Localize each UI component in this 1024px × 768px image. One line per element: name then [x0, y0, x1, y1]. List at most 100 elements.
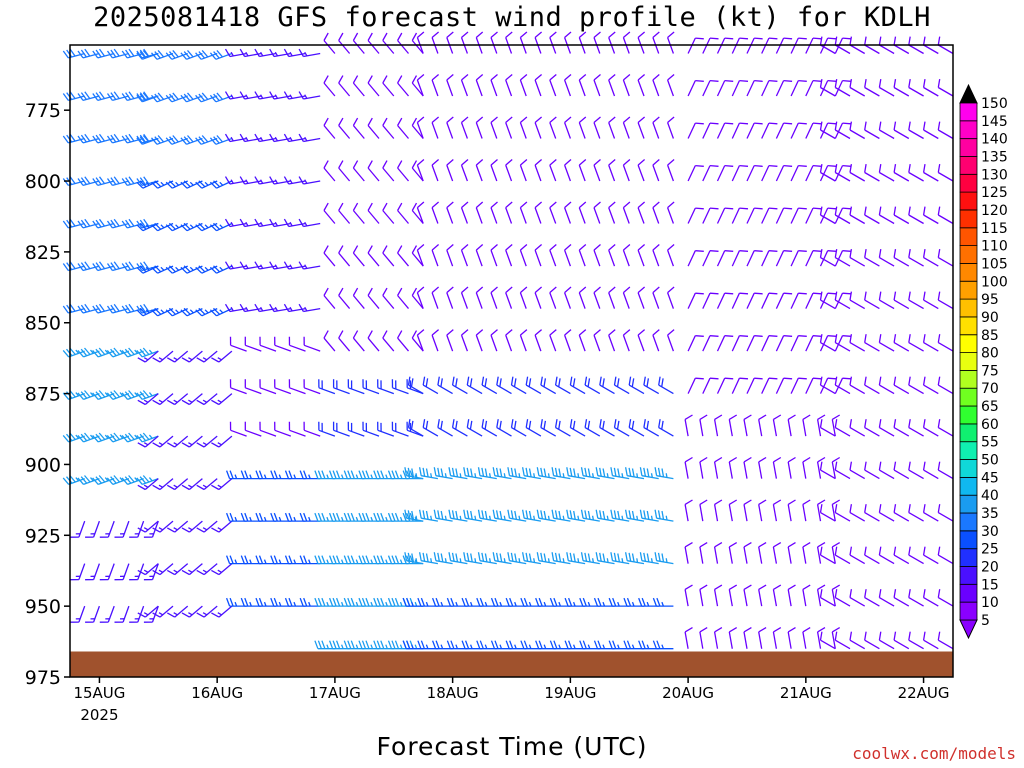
x-tick-label: 19AUG — [544, 684, 596, 702]
wind-barb — [578, 201, 587, 224]
barb-feather — [819, 334, 823, 343]
barb-shaft — [834, 342, 851, 352]
barb-feather — [922, 248, 926, 258]
barb-half-feather — [326, 559, 330, 564]
wind-barb — [62, 133, 85, 144]
barb-shaft — [288, 95, 306, 100]
barb-half-feather — [355, 474, 359, 479]
barb-shaft — [323, 252, 336, 267]
barb-feather — [667, 116, 675, 123]
barb-half-feather — [217, 399, 222, 403]
barb-shaft — [864, 554, 880, 565]
barb-feather — [80, 433, 88, 442]
wind-barb — [244, 421, 262, 437]
barb-shaft — [107, 520, 115, 538]
barb-feather — [768, 122, 778, 125]
barb-shaft — [216, 180, 233, 189]
barb-shaft — [597, 475, 615, 480]
barb-feather — [136, 266, 144, 274]
barb-half-feather — [274, 136, 279, 142]
barb-shaft — [849, 299, 866, 310]
barb-feather — [106, 220, 113, 229]
barb-feather — [446, 116, 454, 123]
barb-feather — [128, 347, 135, 355]
credit-link[interactable]: coolwx.com/models — [852, 744, 1016, 763]
wind-barb — [746, 164, 763, 182]
barb-half-feather — [455, 601, 459, 607]
barb-feather — [106, 477, 114, 485]
barb-shaft — [790, 80, 799, 97]
wind-barb — [92, 218, 115, 229]
barb-feather — [154, 136, 161, 144]
barb-half-feather — [104, 392, 109, 397]
colorbar-label: 55 — [981, 435, 999, 451]
barb-shaft — [362, 429, 380, 437]
wind-barb — [404, 509, 424, 522]
barb-shaft — [713, 589, 719, 607]
barb-feather — [446, 597, 452, 607]
barb-shaft — [893, 554, 910, 565]
barb-feather — [549, 31, 557, 38]
barb-feather — [564, 597, 569, 607]
barb-feather — [638, 597, 643, 607]
barb-feather — [631, 468, 635, 478]
barb-shaft — [787, 546, 792, 564]
barb-feather — [622, 74, 631, 81]
barb-feather — [92, 93, 99, 101]
barb-feather — [422, 552, 426, 562]
barb-shaft — [435, 475, 453, 480]
barb-shaft — [593, 207, 601, 224]
barb-feather — [514, 553, 518, 563]
barb-half-feather — [399, 474, 403, 479]
barb-feather — [908, 589, 911, 598]
colorbar-swatch — [959, 227, 978, 247]
wind-barb — [114, 520, 130, 538]
barb-feather — [554, 376, 558, 386]
barb-feather — [783, 79, 793, 82]
barb-shaft — [608, 292, 616, 309]
barb-feather — [77, 178, 84, 186]
wind-barb — [624, 467, 645, 480]
wind-barb — [831, 627, 841, 649]
barb-feather — [610, 552, 614, 561]
barb-feather — [584, 552, 588, 562]
barb-half-feather — [245, 179, 249, 184]
barb-feather — [95, 433, 102, 442]
barb-shaft — [819, 165, 829, 182]
barb-half-feather — [399, 559, 403, 564]
barb-feather — [490, 31, 498, 38]
barb-feather — [490, 159, 498, 166]
barb-shaft — [923, 639, 939, 650]
barb-half-feather — [230, 221, 234, 227]
wind-barb — [699, 584, 708, 607]
barb-shaft — [816, 589, 822, 607]
barb-shaft — [716, 80, 726, 97]
barb-shaft — [864, 171, 880, 182]
wind-barb — [775, 207, 793, 224]
wind-barb — [358, 597, 379, 607]
wind-barb — [387, 640, 409, 650]
wind-barb — [367, 245, 380, 267]
barb-shaft — [816, 504, 822, 522]
wind-barb — [893, 504, 910, 522]
wind-barb — [211, 350, 233, 363]
barb-feather — [549, 244, 557, 251]
barb-half-feather — [474, 473, 477, 478]
wind-barb — [684, 456, 693, 479]
wind-barb — [743, 584, 752, 607]
barb-half-feather — [293, 559, 297, 564]
barb-half-feather — [274, 94, 279, 99]
barb-feather — [783, 37, 793, 40]
wind-barb — [654, 509, 674, 522]
wind-barb — [593, 597, 615, 607]
wind-barb — [563, 244, 572, 267]
barb-half-feather — [572, 644, 576, 649]
barb-feather — [475, 286, 484, 294]
wind-barb — [121, 176, 144, 187]
barb-feather — [211, 357, 220, 363]
barb-shaft — [731, 292, 740, 309]
barb-feather — [181, 484, 190, 491]
barb-half-feather — [188, 612, 193, 616]
barb-feather — [695, 207, 704, 210]
barb-feather — [922, 504, 926, 513]
